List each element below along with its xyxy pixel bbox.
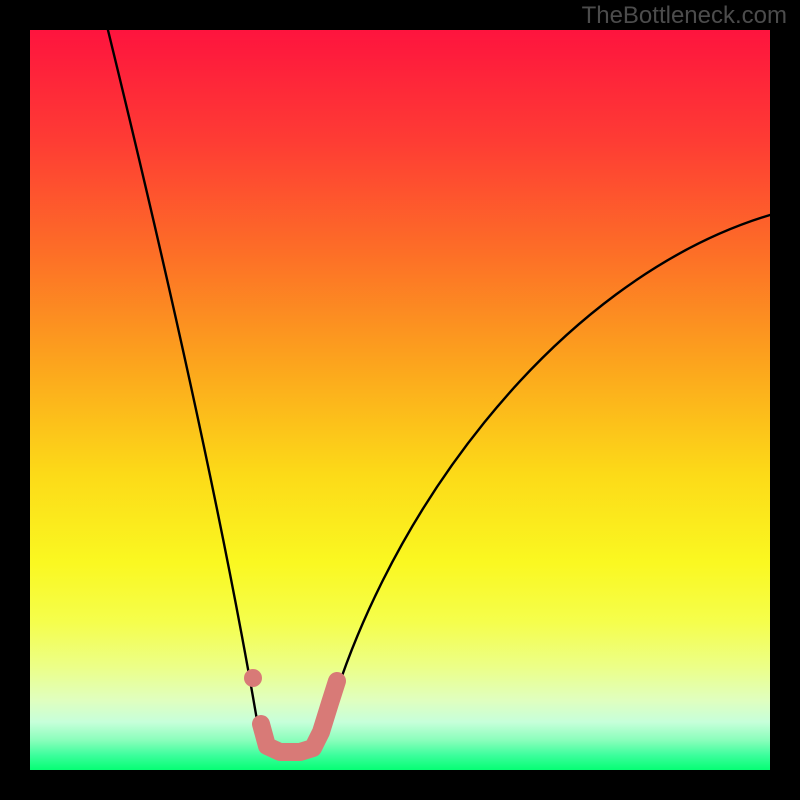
- chart-gradient-bg: [30, 30, 770, 770]
- bottleneck-chart: [0, 0, 800, 800]
- highlight-dot: [244, 669, 262, 687]
- watermark-text: TheBottleneck.com: [582, 2, 787, 30]
